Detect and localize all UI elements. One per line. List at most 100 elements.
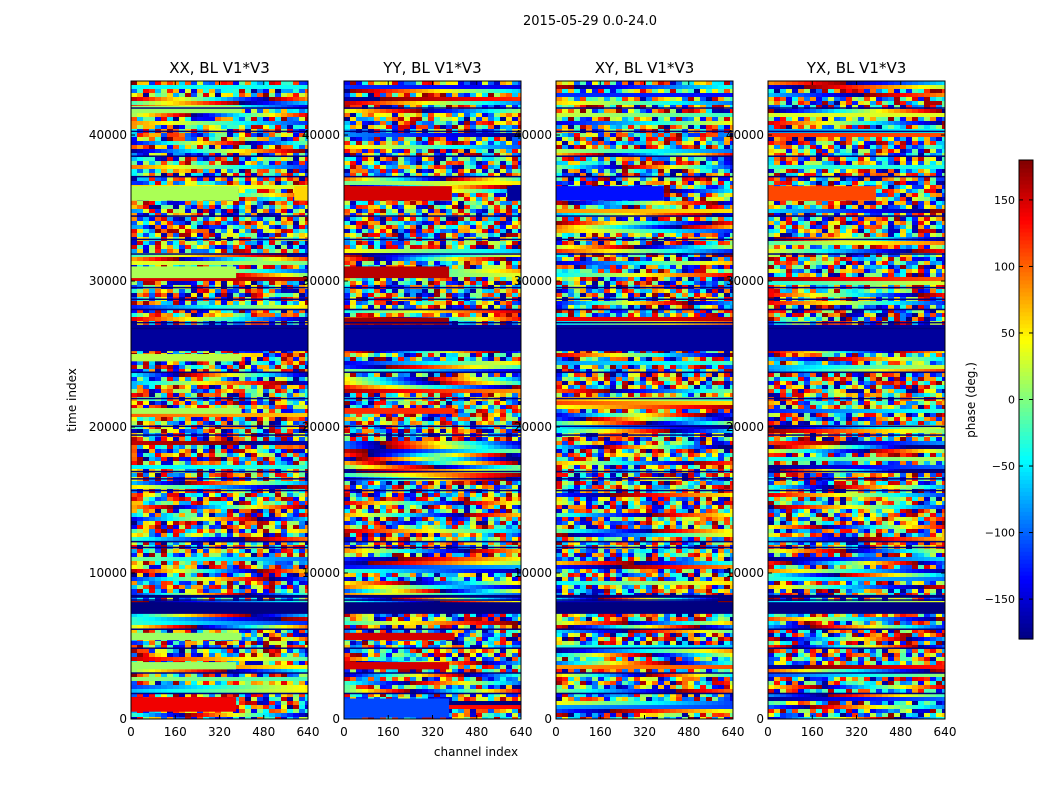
heatmap-cell — [299, 385, 305, 389]
heatmap-cell — [263, 101, 269, 105]
heatmap-cell — [203, 449, 209, 453]
heatmap-cell — [227, 613, 233, 617]
heatmap-cell — [263, 573, 269, 577]
heatmap-cell — [380, 93, 386, 97]
heatmap-cell — [251, 189, 257, 193]
heatmap-cell — [299, 409, 305, 413]
heatmap-cell — [281, 401, 287, 405]
heatmap-cell — [281, 413, 287, 417]
heatmap-cell — [257, 449, 263, 453]
heatmap-cell — [227, 525, 233, 529]
heatmap-cell — [287, 197, 293, 201]
heatmap-cell — [221, 101, 227, 105]
heatmap-cell — [416, 89, 422, 93]
heatmap-cell — [269, 205, 275, 209]
heatmap-cell — [221, 625, 227, 629]
heatmap-cell — [257, 313, 263, 317]
heatmap-cell — [149, 389, 155, 393]
heatmap-cell — [161, 305, 167, 309]
heatmap-cell — [281, 145, 287, 149]
heatmap-cell — [197, 509, 203, 513]
heatmap-cell — [233, 213, 239, 217]
heatmap-cell — [227, 249, 233, 253]
heatmap-cell — [482, 85, 488, 89]
heatmap-cell — [131, 641, 137, 645]
gap-line — [131, 546, 308, 549]
heatmap-cell — [131, 389, 137, 393]
heatmap-cell — [269, 621, 275, 625]
heatmap-cell — [161, 361, 167, 365]
heatmap-cell — [191, 649, 197, 653]
heatmap-cell — [209, 117, 215, 121]
heatmap-cell — [173, 141, 179, 145]
heatmap-cell — [305, 365, 308, 369]
heatmap-cell — [245, 381, 251, 385]
heatmap-cell — [281, 689, 287, 693]
heatmap-cell — [257, 93, 263, 97]
heatmap-cell — [233, 513, 239, 517]
heatmap-cell — [434, 85, 440, 89]
heatmap-cell — [131, 225, 137, 229]
heatmap-cell — [275, 681, 281, 685]
heatmap-cell — [293, 625, 299, 629]
heatmap-cell — [287, 193, 293, 197]
heatmap-cell — [173, 121, 179, 125]
heatmap-cell — [257, 657, 263, 661]
heatmap-cell — [233, 589, 239, 593]
heatmap-cell — [197, 713, 203, 717]
heatmap-cell — [269, 413, 275, 417]
heatmap-cell — [281, 361, 287, 365]
heatmap-cell — [215, 277, 221, 281]
heatmap-cell — [305, 441, 308, 445]
heatmap-cell — [143, 521, 149, 525]
heatmap-cell — [131, 117, 137, 121]
heatmap-cell — [179, 485, 185, 489]
gap-line — [131, 397, 308, 400]
heatmap-cell — [275, 205, 281, 209]
heatmap-cell — [191, 657, 197, 661]
heatmap-cell — [149, 517, 155, 521]
heatmap-cell — [299, 513, 305, 517]
heatmap-cell — [185, 617, 191, 621]
heatmap-cell — [209, 641, 215, 645]
heatmap-cell — [287, 365, 293, 369]
heatmap-cell — [305, 389, 308, 393]
heatmap-cell — [227, 617, 233, 621]
heatmap-cell — [221, 521, 227, 525]
heatmap-cell — [305, 113, 308, 117]
heatmap-cell — [281, 193, 287, 197]
heatmap-cell — [263, 401, 269, 405]
heatmap-cell — [173, 449, 179, 453]
heatmap-cell — [245, 161, 251, 165]
heatmap-cell — [221, 513, 227, 517]
heatmap-cell — [173, 465, 179, 469]
heatmap-cell — [131, 213, 137, 217]
heatmap-cell — [191, 229, 197, 233]
heatmap-cell — [209, 581, 215, 585]
heatmap-cell — [299, 429, 305, 433]
heatmap-cell — [227, 361, 233, 365]
heatmap-cell — [239, 445, 245, 449]
heatmap-cell — [287, 221, 293, 225]
heatmap-cell — [257, 277, 263, 281]
heatmap-cell — [197, 541, 203, 545]
heatmap-cell — [281, 189, 287, 193]
heatmap-cell — [221, 241, 227, 245]
heatmap-cell — [215, 85, 221, 89]
heatmap-cell — [155, 241, 161, 245]
heatmap-cell — [209, 369, 215, 373]
heatmap-cell — [221, 301, 227, 305]
heatmap-cell — [293, 693, 299, 697]
heatmap-cell — [281, 105, 287, 109]
heatmap-cell — [155, 589, 161, 593]
heatmap-cell — [233, 361, 239, 365]
heatmap-cell — [263, 521, 269, 525]
heatmap-cell — [167, 365, 173, 369]
heatmap-cell — [275, 393, 281, 397]
heatmap-cell — [149, 649, 155, 653]
heatmap-cell — [221, 369, 227, 373]
heatmap-cell — [197, 393, 203, 397]
heatmap-cell — [281, 261, 287, 265]
heatmap-cell — [287, 217, 293, 221]
heatmap-cell — [203, 573, 209, 577]
